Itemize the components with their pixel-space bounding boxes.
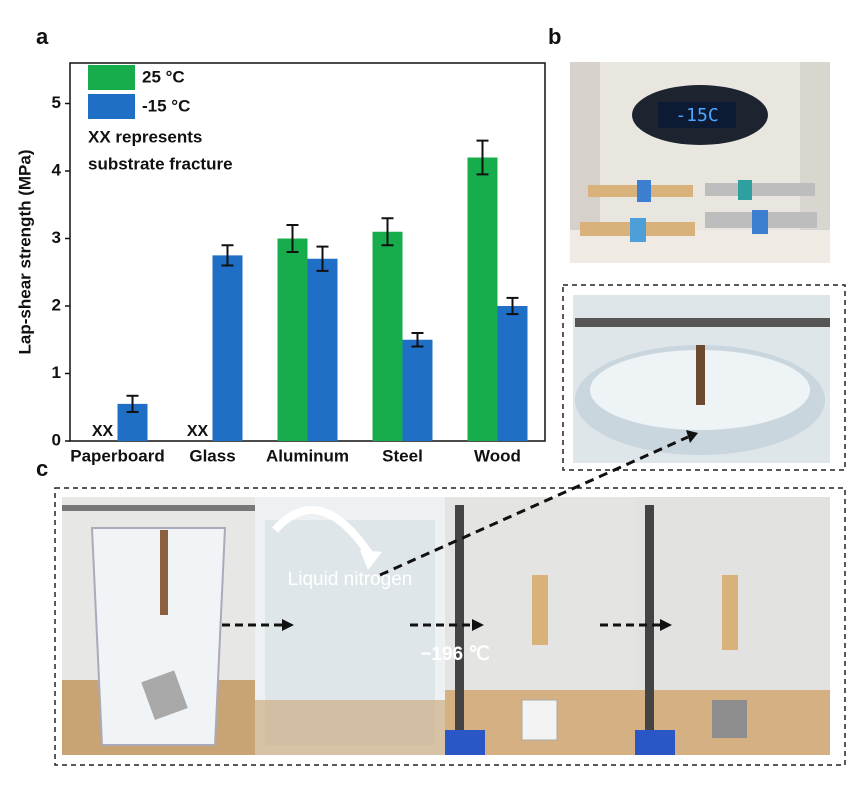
- bar: [402, 339, 433, 441]
- y-tick-label: 2: [52, 295, 61, 314]
- value-label: XX: [92, 423, 114, 440]
- y-axis-label: Lap-shear strength (MPa): [15, 150, 34, 355]
- legend-label: 25 °C: [142, 67, 185, 86]
- y-tick-label: 1: [52, 363, 61, 382]
- display-text: -15C: [675, 105, 718, 126]
- panel-label: a: [36, 24, 49, 49]
- photo-caption: −196 ℃: [420, 644, 489, 665]
- y-tick-label: 4: [52, 160, 62, 179]
- photo-b: -15C: [570, 62, 830, 263]
- y-tick-label: 0: [52, 430, 61, 449]
- panel-label: c: [36, 456, 48, 481]
- bar: [307, 258, 338, 441]
- dashed-frame: [562, 284, 846, 471]
- annotation: substrate fracture: [88, 154, 233, 173]
- bar: [467, 157, 498, 441]
- legend-label: -15 °C: [142, 96, 190, 115]
- x-tick-label: Aluminum: [266, 446, 349, 465]
- y-tick-label: 3: [52, 228, 61, 247]
- bar: [277, 238, 308, 441]
- x-tick-label: Wood: [474, 446, 521, 465]
- dashed-frame: [54, 487, 846, 766]
- legend-swatch: [88, 65, 135, 90]
- bar: [372, 231, 403, 441]
- bar: [212, 255, 243, 441]
- photo-nitrogen-bath: [573, 295, 830, 463]
- bar: [497, 306, 528, 441]
- value-label: XX: [187, 423, 209, 440]
- x-tick-label: Glass: [189, 446, 235, 465]
- y-tick-label: 5: [52, 93, 61, 112]
- legend-swatch: [88, 94, 135, 119]
- photo-caption: Liquid nitrogen: [288, 569, 413, 590]
- panel-label: b: [548, 24, 561, 49]
- x-tick-label: Steel: [382, 446, 423, 465]
- x-tick-label: Paperboard: [70, 446, 164, 465]
- annotation: XX represents: [88, 127, 202, 146]
- photo-sequence: [62, 430, 830, 755]
